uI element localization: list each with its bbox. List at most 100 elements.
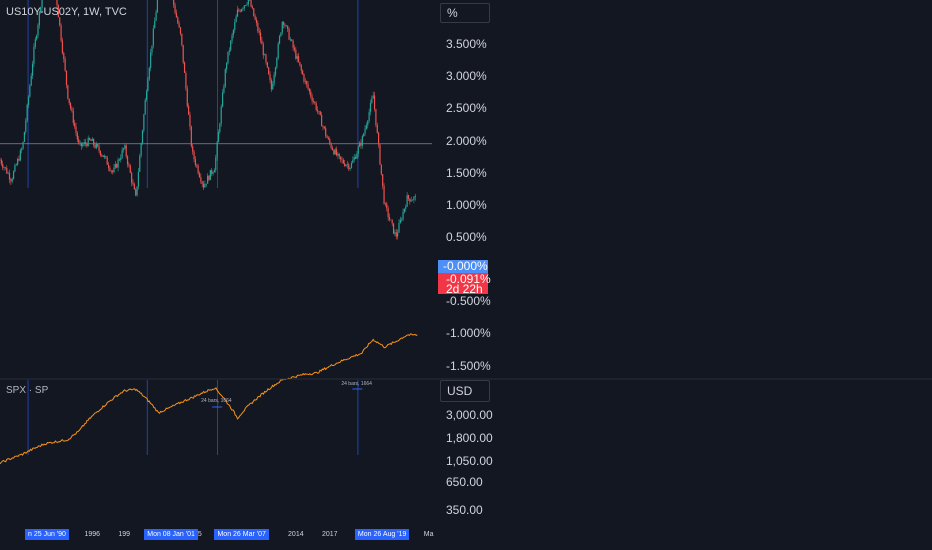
candle-body [4, 167, 7, 169]
candle-body [86, 143, 88, 147]
bottom-price-tick: 1,050.00 [446, 454, 493, 469]
countdown-text: 2d 22h [446, 282, 483, 296]
candle-body [181, 33, 183, 45]
candle-body [221, 92, 224, 107]
candle-body [30, 75, 32, 86]
candle-body [303, 74, 305, 82]
candle-body [292, 40, 294, 48]
candle-body [72, 110, 74, 124]
candle-body [41, 0, 43, 9]
candle-body [223, 86, 225, 93]
candle-body [224, 69, 226, 87]
candle-body [274, 67, 277, 75]
candle-body [82, 144, 84, 147]
candle-body [326, 135, 328, 139]
candle-body [250, 0, 252, 7]
candle-body [378, 132, 380, 145]
candle-body [182, 44, 184, 63]
candle-body [88, 138, 91, 140]
candle-body [211, 170, 213, 174]
candle-body [34, 39, 36, 47]
candle-body [97, 144, 99, 147]
candle-body [325, 128, 327, 136]
top-unit-button[interactable]: % [440, 3, 490, 23]
candle-body [190, 126, 192, 147]
candle-body [156, 0, 159, 13]
time-tick: 2014 [288, 531, 304, 538]
candle-body [145, 91, 148, 100]
candle-body [387, 208, 389, 218]
candle-body [228, 50, 230, 52]
candle-body [109, 167, 111, 171]
bottom-pane-plot[interactable] [0, 333, 418, 465]
candle-body [40, 8, 42, 12]
candle-body [390, 219, 392, 221]
candle-body [38, 11, 40, 25]
candle-body [284, 24, 286, 26]
candle-body [205, 183, 207, 185]
candle-body [132, 182, 134, 185]
candle-body [14, 165, 16, 172]
candle-body [175, 12, 178, 18]
candle-body [19, 150, 21, 161]
bottom-unit-button[interactable]: USD [440, 380, 490, 402]
top-price-tick: 1.000% [446, 197, 487, 212]
top-pane-plot[interactable] [0, 0, 432, 240]
candle-body [110, 170, 112, 172]
candle-body [238, 9, 240, 11]
candle-body [212, 172, 214, 174]
candle-body [264, 54, 266, 56]
candle-body [133, 184, 135, 190]
candle-body [247, 0, 249, 5]
candle-body [198, 173, 201, 178]
candle-body [0, 159, 1, 161]
candle-body [10, 179, 12, 182]
candle-body [215, 157, 217, 171]
candle-body [391, 220, 393, 224]
candle-body [37, 24, 39, 36]
candle-body [105, 156, 107, 158]
candle-body [8, 173, 11, 180]
candle-body [208, 175, 210, 180]
top-price-tick: 2.500% [446, 101, 487, 116]
candle-body [402, 211, 404, 220]
candle-body [287, 25, 289, 29]
candle-body [371, 98, 373, 103]
candle-body [76, 132, 78, 140]
candle-body [367, 120, 369, 126]
top-price-tick: 3.000% [446, 69, 487, 84]
top-price-tick: -0.500% [446, 294, 491, 309]
candle-body [255, 19, 258, 24]
candle-body [353, 157, 355, 160]
candle-body [321, 114, 323, 127]
candle-body [59, 17, 61, 26]
candle-body [330, 143, 332, 148]
candle-body [29, 85, 31, 97]
top-price-tick: 1.500% [446, 165, 487, 180]
spx-series-line [0, 333, 418, 465]
time-tick: 2017 [321, 531, 338, 538]
candle-body [202, 183, 205, 188]
candle-body [216, 142, 218, 158]
candle-body [60, 25, 62, 41]
candle-body [360, 142, 362, 146]
candle-body [121, 149, 123, 158]
candle-body [193, 151, 195, 160]
candle-body [259, 32, 262, 41]
candle-body [386, 203, 388, 209]
candle-body [327, 138, 330, 140]
candle-body [341, 159, 343, 160]
candle-body [140, 143, 142, 156]
time-highlight-label: Mon 26 Aug '19 [354, 529, 410, 540]
candle-body [315, 103, 317, 110]
candle-body [266, 62, 268, 68]
candle-body [27, 96, 30, 105]
candle-body [26, 104, 28, 121]
candle-body [316, 109, 319, 112]
time-highlight-label: n 25 Jun '90 [25, 529, 69, 540]
candle-body [174, 4, 176, 13]
candle-body [280, 32, 282, 37]
candle-body [126, 156, 129, 165]
bottom-symbol-label: SPX · SP [6, 385, 49, 396]
